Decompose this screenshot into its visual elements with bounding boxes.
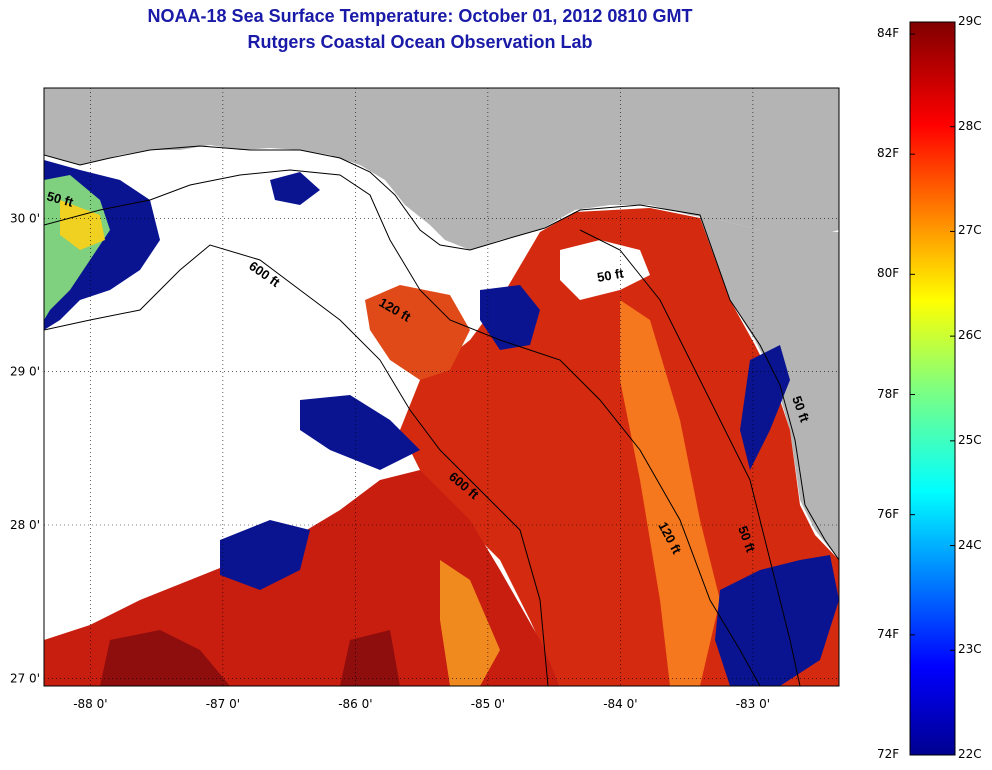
cold-patch-east (740, 345, 790, 470)
contour-label-4: 50 ft (596, 265, 626, 285)
cold-patch-south (220, 520, 310, 590)
contour-600ft (44, 244, 549, 686)
celsius-label: 24C (958, 537, 982, 552)
lon-tick-label: -88 0' (73, 697, 107, 711)
cold-patch-center (300, 395, 420, 470)
lon-tick-label: -86 0' (338, 697, 372, 711)
orange-band-1 (620, 300, 720, 686)
celsius-label: 26C (958, 328, 982, 343)
lat-tick-label: 28 0' (10, 518, 40, 532)
celsius-label: 25C (958, 432, 982, 447)
contour-50ft (579, 229, 801, 686)
map-subtitle: Rutgers Coastal Ocean Observation Lab (247, 32, 593, 52)
fahrenheit-label: 78F (877, 386, 900, 401)
deep-red-patch-2 (340, 630, 400, 686)
colorbar (909, 21, 956, 756)
fahrenheit-label: 74F (877, 626, 900, 641)
fahrenheit-label: 80F (877, 266, 900, 281)
map-frame (43, 87, 840, 687)
graticule (44, 88, 839, 686)
warm-coastal-north (365, 285, 470, 380)
cold-patch-southeast (715, 555, 839, 686)
warm-water-southwest (44, 470, 560, 686)
lon-tick-label: -85 0' (471, 697, 505, 711)
celsius-label: 29C (958, 14, 982, 28)
celsius-label: 28C (958, 118, 982, 133)
map-title: NOAA-18 Sea Surface Temperature: October… (147, 6, 693, 26)
fahrenheit-label: 82F (877, 146, 900, 161)
colorbar-ticks (910, 21, 955, 756)
cold-patch-bayarea (480, 285, 540, 350)
coastline (44, 145, 839, 561)
lat-tick-label: 30 0' (10, 211, 40, 225)
lat-tick-label: 29 0' (10, 365, 40, 379)
land-peninsula (700, 215, 839, 560)
cloud-bay (560, 240, 650, 300)
contour-120ft (44, 169, 761, 686)
map-layers (44, 88, 839, 686)
lon-tick-label: -83 0' (736, 697, 770, 711)
lon-tick-label: -87 0' (206, 697, 240, 711)
axis-ticks: -88 0' -87 0' -86 0' -85 0' -84 0' -83 0' 30 0… (10, 211, 770, 711)
lon-tick-label: -84 0' (603, 697, 637, 711)
cold-patch-small (270, 172, 320, 205)
fahrenheit-label: 84F (877, 26, 900, 41)
fahrenheit-label: 72F (877, 747, 900, 761)
land-north (44, 88, 839, 250)
fahrenheit-label: 76F (877, 506, 900, 521)
orange-band-2 (440, 560, 500, 686)
lat-tick-label: 27 0' (10, 671, 40, 685)
celsius-label: 23C (958, 642, 982, 657)
deep-red-patch-1 (100, 630, 230, 686)
contour-label-1: 50 ft (45, 188, 75, 210)
celsius-label: 22C (958, 747, 982, 761)
yellow-patch-nw (60, 200, 105, 250)
celsius-label: 27C (958, 223, 982, 238)
